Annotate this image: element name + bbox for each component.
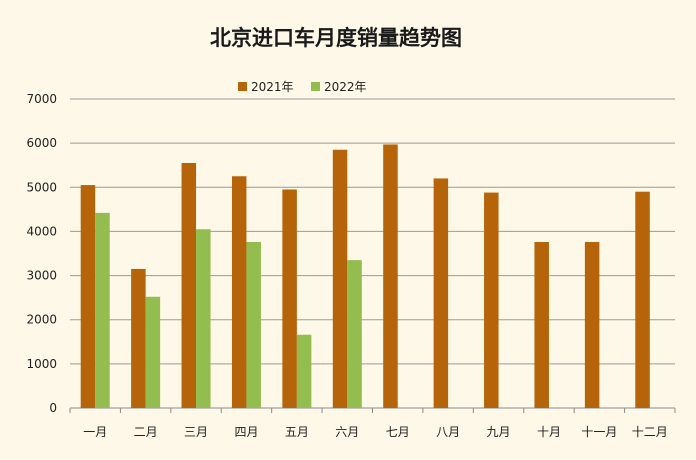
x-tick-label: 一月 xyxy=(83,425,107,439)
legend: 2021年 2022年 xyxy=(238,80,367,94)
bar-series1 xyxy=(534,242,549,408)
y-tick-label: 4000 xyxy=(26,224,57,238)
bar-series2 xyxy=(347,260,362,408)
y-tick-label: 5000 xyxy=(26,180,57,194)
bar-series2 xyxy=(246,242,261,408)
bar-series1 xyxy=(635,191,650,408)
bar-series2 xyxy=(196,229,211,408)
legend-label: 2021年 xyxy=(251,80,294,94)
bar-series1 xyxy=(433,178,449,408)
x-tick-label: 九月 xyxy=(487,425,511,439)
y-tick-label: 2000 xyxy=(26,313,57,327)
x-axis: 一月 二月 三月 四月 五月 六月 七月 八月 九月 十月 十一月 十二月 xyxy=(69,408,676,439)
legend-swatch xyxy=(311,82,320,91)
x-tick-label: 五月 xyxy=(285,425,309,439)
bar-series1 xyxy=(80,185,96,408)
bars xyxy=(80,144,650,408)
bar-series1 xyxy=(332,149,348,408)
x-tick-label: 十月 xyxy=(537,425,561,439)
bar-series1 xyxy=(131,268,146,408)
bar-series1 xyxy=(231,176,247,408)
x-tick-label: 八月 xyxy=(436,425,460,439)
chart-title: 北京进口车月度销量趋势图 xyxy=(210,26,462,50)
y-tick-label: 7000 xyxy=(26,92,57,106)
bar-series1 xyxy=(584,242,600,408)
bar-series2 xyxy=(296,334,312,408)
bar-series1 xyxy=(484,192,499,408)
legend-swatch xyxy=(238,82,247,91)
bar-series1 xyxy=(181,163,197,408)
y-tick-label: 1000 xyxy=(26,357,57,371)
x-tick-label: 七月 xyxy=(386,425,410,439)
bar-series1 xyxy=(383,144,398,408)
x-tick-label: 十一月 xyxy=(581,425,617,439)
x-tick-label: 二月 xyxy=(134,425,158,439)
y-tick-label: 3000 xyxy=(26,269,57,283)
x-tick-label: 六月 xyxy=(335,425,359,439)
x-tick-label: 四月 xyxy=(234,425,258,439)
bar-series2 xyxy=(95,212,110,408)
y-tick-label: 0 xyxy=(49,401,57,415)
gridlines xyxy=(70,98,675,409)
bar-series1 xyxy=(282,189,297,408)
bar-series2 xyxy=(145,296,161,408)
y-tick-label: 6000 xyxy=(26,136,57,150)
legend-label: 2022年 xyxy=(324,80,367,94)
x-tick-label: 十二月 xyxy=(632,425,668,439)
x-tick-label: 三月 xyxy=(184,425,208,439)
y-axis: 0 1000 2000 3000 4000 5000 6000 7000 xyxy=(26,92,57,415)
